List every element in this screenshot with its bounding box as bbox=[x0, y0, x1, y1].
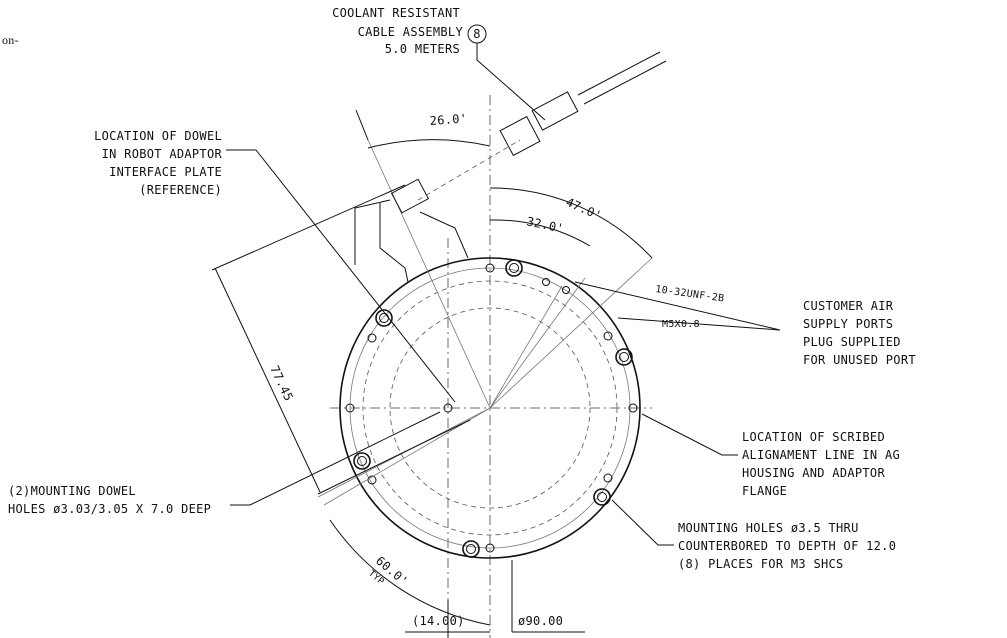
callout-text: LOCATION OF SCRIBED bbox=[742, 430, 885, 444]
extension-line bbox=[356, 110, 368, 140]
dim-label: (14.00) bbox=[412, 614, 465, 628]
dim-label: 32.0' bbox=[525, 214, 565, 236]
callout-text: CABLE ASSEMBLY bbox=[358, 25, 464, 39]
callout-text: HOUSING AND ADAPTOR bbox=[742, 466, 885, 480]
callout-text: HOLES ø3.03/3.05 X 7.0 DEEP bbox=[8, 502, 211, 516]
callout-text: (2)MOUNTING DOWEL bbox=[8, 484, 136, 498]
callout-text: (REFERENCE) bbox=[139, 183, 222, 197]
cable bbox=[500, 52, 666, 155]
callout-text: (8) PLACES FOR M3 SHCS bbox=[678, 557, 844, 571]
bracket bbox=[355, 200, 468, 282]
dim-label: ø90.00 bbox=[518, 614, 563, 628]
callout-text: 10-32UNF-2B bbox=[655, 284, 725, 305]
callout-air: 10-32UNF-2B M5X0.8 CUSTOMER AIR SUPPLY P… bbox=[575, 282, 916, 367]
item-number: 8 bbox=[473, 27, 481, 41]
connector bbox=[392, 179, 429, 213]
dim-label: 77.45 bbox=[267, 363, 296, 403]
drawing: on- 2 bbox=[0, 0, 1007, 638]
extension-line bbox=[318, 420, 470, 494]
radial-lines bbox=[318, 140, 652, 505]
cable-axis bbox=[418, 140, 520, 200]
callout-text: PLUG SUPPLIED bbox=[803, 335, 901, 349]
callout-text: COUNTERBORED TO DEPTH OF 12.0 bbox=[678, 539, 896, 553]
callout-text: FLANGE bbox=[742, 484, 787, 498]
callout-text: COOLANT RESISTANT bbox=[332, 6, 460, 20]
callout-cable: COOLANT RESISTANT CABLE ASSEMBLY 5.0 MET… bbox=[332, 6, 545, 120]
callout-text: FOR UNUSED PORT bbox=[803, 353, 916, 367]
callout-dowel-holes: (2)MOUNTING DOWEL HOLES ø3.03/3.05 X 7.0… bbox=[8, 412, 440, 516]
callout-text: INTERFACE PLATE bbox=[109, 165, 222, 179]
callout-text: 5.0 METERS bbox=[385, 42, 460, 56]
dim-label: 26.0' bbox=[429, 111, 468, 128]
extension-line bbox=[212, 185, 405, 270]
callout-mounting: MOUNTING HOLES ø3.5 THRU COUNTERBORED TO… bbox=[612, 500, 896, 571]
callout-text: ALIGNAMENT LINE IN AG bbox=[742, 448, 900, 462]
callout-text: CUSTOMER AIR bbox=[803, 299, 894, 313]
dim-arc bbox=[368, 140, 490, 148]
callout-text: LOCATION OF DOWEL bbox=[94, 129, 222, 143]
text-fragment: on- bbox=[2, 33, 19, 47]
dim-label: 47.0' bbox=[564, 195, 604, 223]
callout-scribed: LOCATION OF SCRIBED ALIGNAMENT LINE IN A… bbox=[642, 414, 900, 498]
callout-text: MOUNTING HOLES ø3.5 THRU bbox=[678, 521, 859, 535]
dim-line bbox=[215, 268, 320, 492]
callout-dowel: LOCATION OF DOWEL IN ROBOT ADAPTOR INTER… bbox=[94, 129, 455, 402]
callout-text: IN ROBOT ADAPTOR bbox=[102, 147, 223, 161]
callout-text: SUPPLY PORTS bbox=[803, 317, 893, 331]
callout-text: M5X0.8 bbox=[662, 319, 700, 330]
